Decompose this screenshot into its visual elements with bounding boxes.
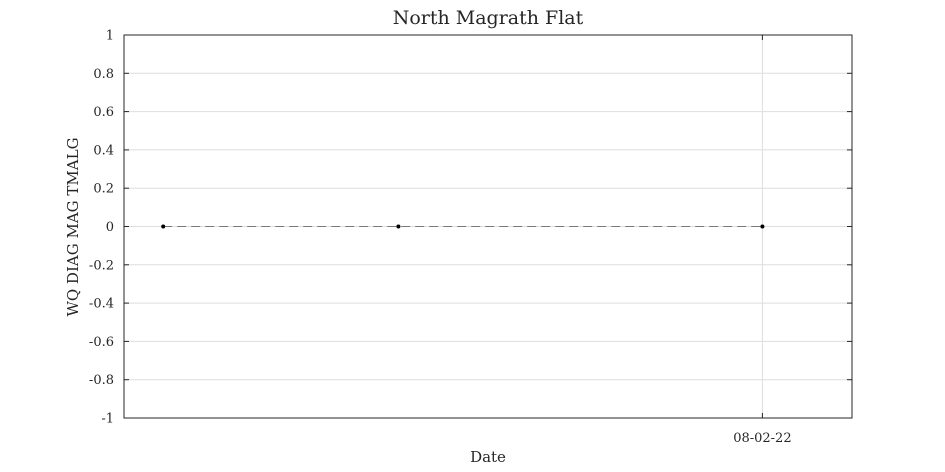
ticks-layer: -1 -0.8 -0.6 -0.4 -0.2 0 0.2 0.4 0.6 0.8 1 08-02-22 [89, 29, 852, 446]
y-tick-label: 0.4 [93, 143, 114, 158]
y-tick-label: -0.4 [89, 297, 114, 312]
y-tick-label: 1 [106, 29, 114, 44]
chart-title: North Magrath Flat [393, 7, 584, 29]
data-point [161, 224, 166, 229]
y-tick-label: -0.2 [89, 258, 114, 273]
x-tick-label: 08-02-22 [733, 431, 791, 446]
x-axis-label: Date [470, 448, 506, 466]
y-axis-label: WQ DIAG MAG TMALG [64, 137, 82, 316]
series-layer [161, 224, 765, 229]
y-tick-label: 0.2 [93, 182, 114, 197]
y-tick-label: -0.8 [89, 373, 114, 388]
y-tick-label: 0.6 [93, 105, 114, 120]
y-tick-label: -0.6 [89, 335, 114, 350]
data-point [396, 224, 401, 229]
data-point [760, 224, 765, 229]
y-tick-label: 0.8 [93, 67, 114, 82]
y-tick-label: -1 [101, 412, 114, 427]
y-tick-label: 0 [106, 220, 114, 235]
